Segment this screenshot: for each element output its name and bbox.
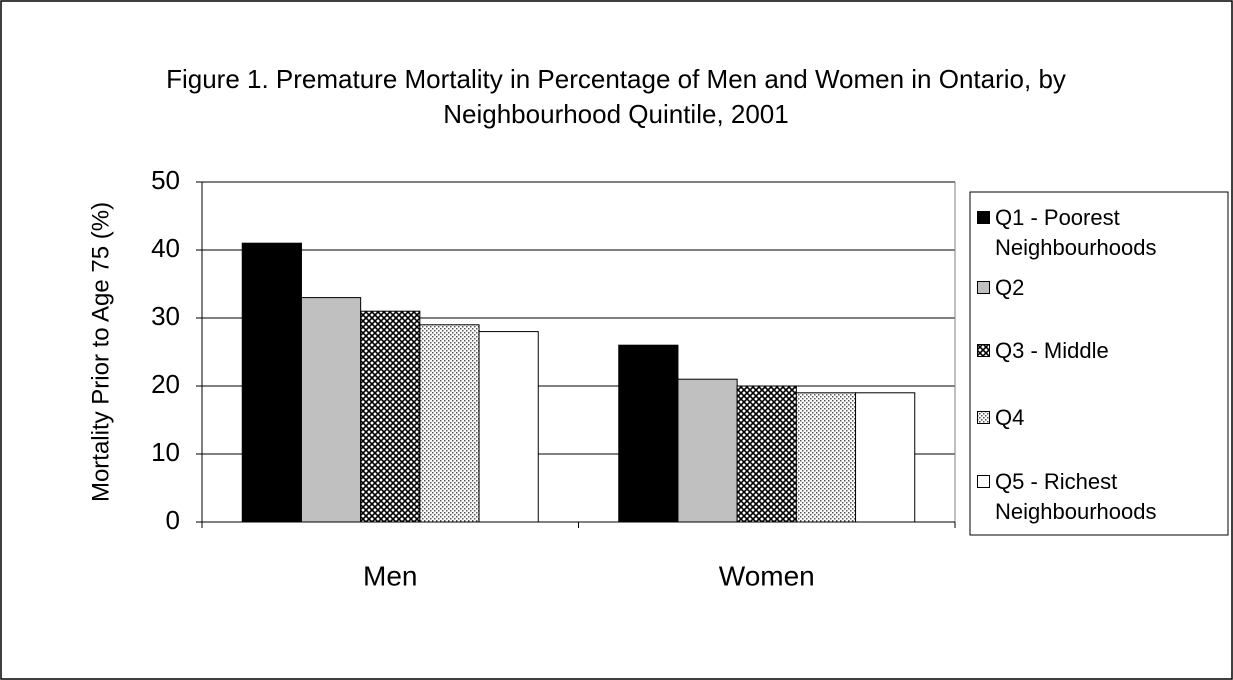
legend-label: Q1 - Poorest Neighbourhoods <box>995 205 1157 260</box>
legend-swatch <box>977 411 990 424</box>
legend-swatch-fill <box>977 211 990 224</box>
legend-item: Q5 - Richest Neighbourhoods <box>977 467 1227 527</box>
legend-item: Q1 - Poorest Neighbourhoods <box>977 203 1227 263</box>
chart-title: Figure 1. Premature Mortality in Percent… <box>166 64 1066 129</box>
y-tick-label: 30 <box>151 301 180 331</box>
y-tick-label: 40 <box>151 233 180 263</box>
bar <box>419 324 480 523</box>
x-tick-label: Men <box>363 560 417 591</box>
legend-label: Q4 <box>995 405 1025 430</box>
x-tick-label: Women <box>719 560 815 591</box>
y-axis-label: Mortality Prior to Age 75 (%) <box>87 202 114 502</box>
legend-label: Q3 - Middle <box>995 338 1109 363</box>
legend-swatch-fill <box>977 475 990 488</box>
bar <box>855 392 916 523</box>
bar <box>478 331 539 523</box>
y-tick-label: 50 <box>151 165 180 195</box>
legend-swatch-fill <box>977 281 990 294</box>
bar <box>300 297 362 523</box>
legend-label: Q2 <box>995 275 1025 300</box>
bar <box>736 385 797 523</box>
legend-swatch <box>977 475 990 488</box>
bar <box>795 392 857 523</box>
legend-item: Q2 <box>977 273 1227 303</box>
legend-swatch <box>977 281 990 294</box>
bar <box>618 344 679 523</box>
legend-label: Q5 - Richest Neighbourhoods <box>995 469 1157 524</box>
y-tick-label: 0 <box>166 505 180 535</box>
legend-swatch-fill <box>977 344 990 357</box>
bar <box>677 378 738 523</box>
legend-item: Q4 <box>977 403 1227 433</box>
legend-box <box>969 191 1229 536</box>
legend-swatch <box>977 344 990 357</box>
legend-item: Q3 - Middle <box>977 336 1227 366</box>
bar <box>241 242 302 523</box>
legend-swatch <box>977 211 990 224</box>
bar <box>360 310 421 523</box>
legend-swatch-fill <box>977 411 990 424</box>
y-tick-label: 10 <box>151 437 180 467</box>
y-tick-label: 20 <box>151 369 180 399</box>
